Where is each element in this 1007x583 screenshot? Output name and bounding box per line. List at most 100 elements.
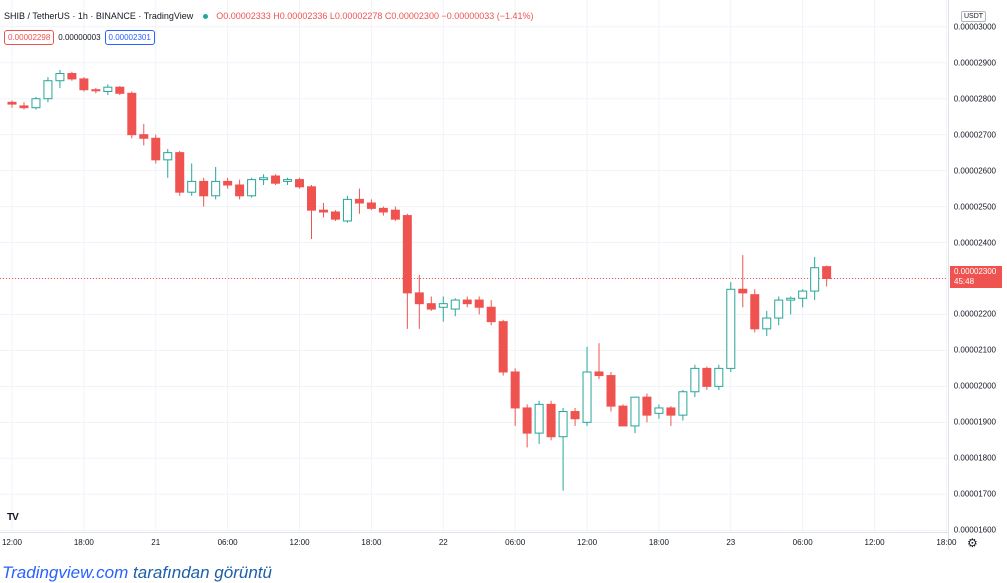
candle-up[interactable] xyxy=(630,396,640,427)
candle-down[interactable] xyxy=(618,405,628,427)
candle-down[interactable] xyxy=(7,101,17,105)
market-open-dot xyxy=(203,13,209,19)
candle-up[interactable] xyxy=(31,98,41,109)
time-tick: 06:00 xyxy=(217,538,238,547)
candle-up[interactable] xyxy=(450,299,460,310)
candle-down[interactable] xyxy=(738,288,748,294)
candle-up[interactable] xyxy=(798,290,808,299)
candle-up[interactable] xyxy=(187,180,197,193)
candle-up[interactable] xyxy=(438,303,448,308)
candle-down[interactable] xyxy=(139,134,149,139)
candle-down[interactable] xyxy=(378,207,388,213)
candle-down[interactable] xyxy=(91,89,101,92)
candle-down[interactable] xyxy=(462,299,472,305)
candle-up[interactable] xyxy=(762,317,772,330)
price-chart[interactable] xyxy=(0,0,948,532)
time-tick: 06:00 xyxy=(505,538,526,547)
candle-up[interactable] xyxy=(690,367,700,393)
candle-up[interactable] xyxy=(654,407,664,414)
caption-site[interactable]: Tradingview.com xyxy=(2,563,129,582)
candle-up[interactable] xyxy=(678,391,688,416)
gear-icon[interactable]: ⚙ xyxy=(967,536,978,550)
candle-down[interactable] xyxy=(474,299,484,308)
candle-down[interactable] xyxy=(151,137,161,161)
candle-up[interactable] xyxy=(714,367,724,387)
candle-up[interactable] xyxy=(43,80,53,100)
price-tick: 0.00001900 xyxy=(953,417,996,427)
candle-down[interactable] xyxy=(318,209,328,213)
candle-up[interactable] xyxy=(558,411,568,438)
candle-down[interactable] xyxy=(223,180,233,186)
candle-down[interactable] xyxy=(175,152,185,193)
buy-price-box[interactable]: 0.00002301 xyxy=(104,30,155,45)
candle-up[interactable] xyxy=(211,180,221,197)
candle-down[interactable] xyxy=(498,321,508,373)
candle-countdown: 45:48 xyxy=(954,277,975,286)
candle-down[interactable] xyxy=(235,184,245,197)
candle-down[interactable] xyxy=(822,266,832,279)
candle-down[interactable] xyxy=(414,292,424,305)
candle-up[interactable] xyxy=(342,198,352,222)
candle-down[interactable] xyxy=(115,86,125,94)
candle-down[interactable] xyxy=(510,371,520,409)
candle-up[interactable] xyxy=(283,179,293,182)
candle-down[interactable] xyxy=(642,396,652,416)
time-tick: 23 xyxy=(726,538,736,547)
candle-down[interactable] xyxy=(486,306,496,323)
candle-down[interactable] xyxy=(199,180,209,197)
price-tick: 0.00003000 xyxy=(953,22,996,32)
candle-down[interactable] xyxy=(295,179,305,188)
ohlc-values: O0.00002333 H0.00002336 L0.00002278 C0.0… xyxy=(216,11,534,21)
image-caption: Tradingview.com tarafından görüntü xyxy=(2,563,272,583)
candle-down[interactable] xyxy=(570,411,580,420)
price-tick: 0.00002200 xyxy=(953,309,996,319)
candle-up[interactable] xyxy=(582,371,592,423)
price-tick: 0.00001600 xyxy=(953,525,996,535)
sell-price-box[interactable]: 0.00002298 xyxy=(4,30,55,45)
candle-down[interactable] xyxy=(546,403,556,438)
candle-down[interactable] xyxy=(67,73,77,80)
candle-down[interactable] xyxy=(19,105,29,109)
time-tick: 18:00 xyxy=(936,538,957,547)
time-tick: 22 xyxy=(438,538,448,547)
candle-up[interactable] xyxy=(163,152,173,161)
candle-down[interactable] xyxy=(127,92,137,136)
symbol-title[interactable]: SHIB / TetherUS · 1h · BINANCE · Trading… xyxy=(4,11,194,21)
candle-down[interactable] xyxy=(354,198,364,204)
candle-down[interactable] xyxy=(330,211,340,220)
price-tick: 0.00002600 xyxy=(953,166,996,176)
candle-down[interactable] xyxy=(307,186,316,211)
currency-label[interactable]: USDT xyxy=(961,11,987,22)
time-tick: 18:00 xyxy=(361,538,382,547)
candle-up[interactable] xyxy=(810,267,820,292)
candle-down[interactable] xyxy=(402,215,412,294)
candle-up[interactable] xyxy=(726,288,736,369)
tradingview-logo[interactable]: TV xyxy=(7,512,19,523)
candle-up[interactable] xyxy=(774,299,784,319)
price-tick: 0.00002700 xyxy=(953,130,996,140)
candle-down[interactable] xyxy=(702,367,712,387)
candle-up[interactable] xyxy=(55,73,65,82)
candle-down[interactable] xyxy=(390,209,400,220)
candle-down[interactable] xyxy=(79,78,89,91)
time-tick: 18:00 xyxy=(648,538,669,547)
candle-down[interactable] xyxy=(271,175,281,184)
candle-up[interactable] xyxy=(259,177,269,181)
candle-up[interactable] xyxy=(786,297,796,301)
candle-down[interactable] xyxy=(366,202,376,209)
candle-down[interactable] xyxy=(594,371,604,377)
time-tick: 12:00 xyxy=(577,538,598,547)
candle-up[interactable] xyxy=(103,86,113,93)
candle-down[interactable] xyxy=(666,407,676,416)
candle-up[interactable] xyxy=(247,179,257,197)
price-tick: 0.00002500 xyxy=(953,202,996,212)
candle-down[interactable] xyxy=(606,375,616,407)
candle-down[interactable] xyxy=(522,407,532,434)
candle-down[interactable] xyxy=(750,294,760,330)
price-tick: 0.00002900 xyxy=(953,58,996,68)
time-axis[interactable]: 12:00 18:00 21 06:00 12:00 18:00 22 06:00 12:00 1… xyxy=(0,532,956,551)
candle-down[interactable] xyxy=(426,303,436,310)
bid-ask-panel: 0.00002298 0.00000003 0.00002301 xyxy=(4,30,155,45)
candle-up[interactable] xyxy=(534,403,544,434)
chart-header: SHIB / TetherUS · 1h · BINANCE · Trading… xyxy=(4,11,534,21)
